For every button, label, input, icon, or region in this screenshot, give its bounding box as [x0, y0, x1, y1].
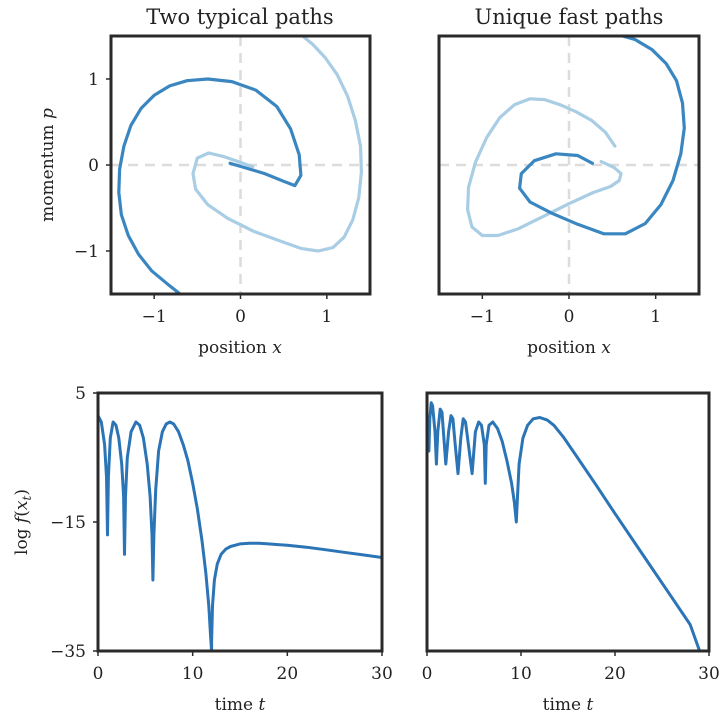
- x-tick-label-loss-fast-3: 30: [698, 664, 720, 684]
- x-tick-label-phase-typical-0: −1: [142, 307, 167, 327]
- series-line-phase-typical-0: [117, 77, 303, 294]
- curves-phase-typical: [117, 36, 363, 294]
- y-tick-label-loss-typical-0: −35: [50, 642, 86, 662]
- curves-phase-fast: [466, 36, 686, 238]
- xticks-loss-fast: 0 10 20 30: [422, 651, 720, 684]
- panel-phase-fast: Unique fast paths −1 0 1 position x: [437, 5, 701, 358]
- series-line-loss-typical-0: [98, 414, 382, 651]
- panel-loss-fast: 0 10 20 30 time t: [422, 391, 720, 715]
- x-tick-label-phase-typical-1: 0: [235, 307, 246, 327]
- xlabel-loss-typical: time t: [215, 695, 266, 715]
- x-tick-label-phase-typical-2: 1: [321, 307, 332, 327]
- x-tick-label-loss-typical-0: 0: [93, 664, 104, 684]
- x-tick-label-loss-typical-3: 30: [371, 664, 393, 684]
- xlabel-phase-typical: position x: [198, 338, 282, 358]
- xticks-phase-typical: −1 0 1: [142, 294, 332, 327]
- title-phase-fast: Unique fast paths: [475, 5, 664, 29]
- series-line-loss-fast-0: [427, 401, 702, 651]
- series-line-phase-typical-1: [191, 36, 363, 253]
- x-tick-label-phase-fast-0: −1: [470, 307, 495, 327]
- yticks-phase-typical: −1 0 1: [74, 70, 111, 262]
- panel-phase-typical: Two typical paths −1 0 1 −1 0 1 position x m…: [38, 5, 372, 358]
- xticks-loss-typical: 0 10 20 30: [93, 651, 393, 684]
- y-tick-label-phase-typical-2: 1: [88, 70, 99, 90]
- title-phase-typical: Two typical paths: [146, 5, 333, 29]
- y-tick-label-phase-typical-0: −1: [74, 242, 99, 262]
- frame-loss-fast: [425, 391, 711, 653]
- x-tick-label-loss-typical-2: 20: [277, 664, 299, 684]
- xlabel-loss-fast: time t: [543, 695, 594, 715]
- panel-loss-typical: 0 10 20 30 −35 −15 5 time t log f(xt): [12, 384, 393, 715]
- y-tick-label-phase-typical-1: 0: [88, 156, 99, 176]
- xticks-phase-fast: −1 0 1: [470, 294, 661, 327]
- curves-loss-typical: [98, 414, 382, 651]
- ylabel-phase-typical: momentum p: [38, 108, 58, 222]
- yticks-loss-typical: −35 −15 5: [50, 384, 98, 662]
- xlabel-phase-fast: position x: [527, 338, 611, 358]
- series-line-phase-fast-1: [517, 36, 686, 236]
- y-tick-label-loss-typical-1: −15: [50, 513, 86, 533]
- ylabel-loss-typical: log f(xt): [12, 489, 34, 555]
- curves-loss-fast: [427, 401, 702, 651]
- x-tick-label-loss-fast-1: 10: [510, 664, 532, 684]
- x-tick-label-loss-fast-2: 20: [604, 664, 626, 684]
- x-tick-label-phase-fast-1: 0: [564, 307, 575, 327]
- x-tick-label-loss-typical-1: 10: [182, 664, 204, 684]
- x-tick-label-phase-fast-2: 1: [650, 307, 661, 327]
- x-tick-label-loss-fast-0: 0: [422, 664, 433, 684]
- series-line-phase-fast-0: [466, 97, 623, 238]
- guides-phase-fast: [439, 36, 699, 294]
- y-tick-label-loss-typical-2: 5: [75, 384, 86, 404]
